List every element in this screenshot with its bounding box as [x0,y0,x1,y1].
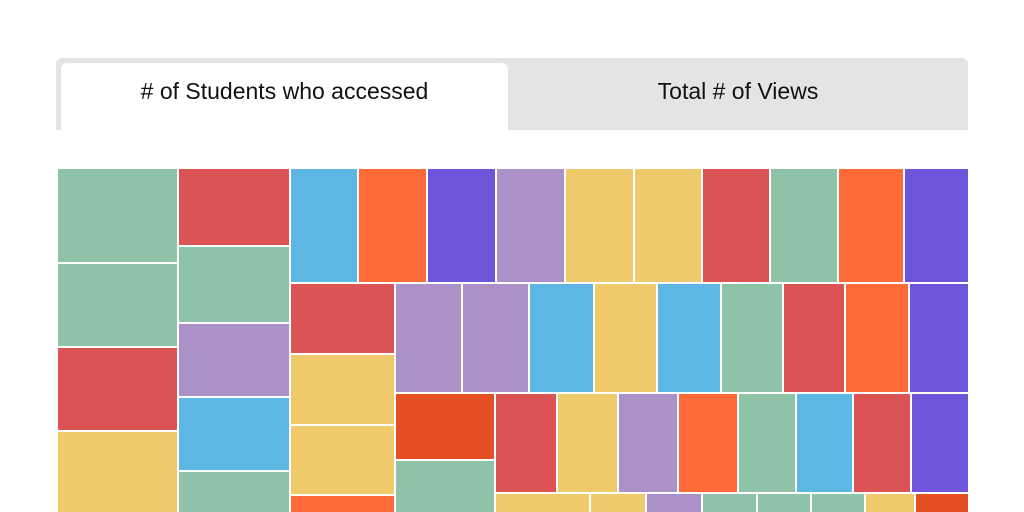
treemap-cell[interactable] [496,394,556,492]
treemap-cell[interactable] [359,169,426,282]
treemap-cell[interactable] [566,169,633,282]
treemap-cell[interactable] [703,169,769,282]
treemap-cell[interactable] [812,494,864,512]
treemap-cell[interactable] [428,169,495,282]
treemap-cell[interactable] [396,461,494,512]
treemap-cell[interactable] [179,169,289,245]
treemap-cell[interactable] [530,284,593,392]
treemap-cell[interactable] [179,247,289,322]
treemap-cell[interactable] [912,394,968,492]
treemap-cell[interactable] [910,284,968,392]
treemap-cell[interactable] [679,394,737,492]
treemap-cell[interactable] [839,169,903,282]
treemap-cell[interactable] [58,264,177,346]
treemap-cell[interactable] [396,394,494,459]
tab-bar: # of Students who accessed Total # of Vi… [56,58,968,130]
treemap-cell[interactable] [463,284,528,392]
treemap-cell[interactable] [58,432,177,512]
treemap-cell[interactable] [591,494,645,512]
treemap-cell[interactable] [291,169,357,282]
treemap-cell[interactable] [866,494,914,512]
treemap-cell[interactable] [854,394,910,492]
tab-students-accessed[interactable]: # of Students who accessed [61,63,508,130]
treemap-cell[interactable] [58,348,177,430]
tab-total-views[interactable]: Total # of Views [657,78,819,104]
treemap-cell[interactable] [703,494,756,512]
treemap-cell[interactable] [396,284,461,392]
treemap-cell[interactable] [595,284,656,392]
treemap-cell[interactable] [291,355,394,424]
treemap-cell[interactable] [739,394,795,492]
treemap-cell[interactable] [758,494,810,512]
treemap-cell[interactable] [797,394,852,492]
treemap-cell[interactable] [291,426,394,494]
treemap-cell[interactable] [784,284,844,392]
treemap-cell[interactable] [291,496,394,512]
treemap-cell[interactable] [558,394,617,492]
treemap-cell[interactable] [497,169,564,282]
treemap-cell[interactable] [179,324,289,396]
treemap-cell[interactable] [916,494,968,512]
treemap-cell[interactable] [771,169,837,282]
treemap-cell[interactable] [905,169,968,282]
treemap-cell[interactable] [846,284,908,392]
treemap-cell[interactable] [179,398,289,470]
treemap-cell[interactable] [291,284,394,353]
treemap-cell[interactable] [647,494,701,512]
treemap-cell[interactable] [496,494,589,512]
treemap-cell[interactable] [658,284,720,392]
treemap-cell[interactable] [619,394,677,492]
treemap-cell[interactable] [722,284,782,392]
treemap-cell[interactable] [58,169,177,262]
treemap-cell[interactable] [635,169,701,282]
treemap-cell[interactable] [179,472,289,512]
